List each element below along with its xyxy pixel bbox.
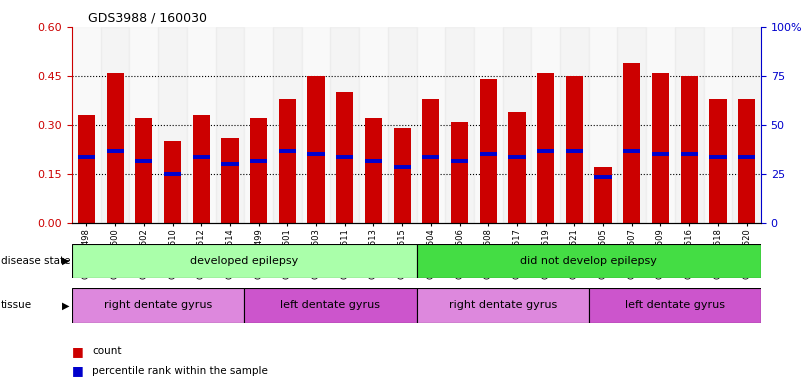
Bar <box>623 63 640 223</box>
Text: ■: ■ <box>72 364 84 377</box>
Bar <box>135 118 152 223</box>
Bar <box>250 159 268 163</box>
Bar <box>364 118 382 223</box>
Bar <box>589 288 761 323</box>
Bar <box>618 27 646 223</box>
Bar <box>107 149 123 153</box>
Text: ▶: ▶ <box>62 256 70 266</box>
Bar <box>738 99 755 223</box>
Bar <box>566 149 583 153</box>
Bar <box>709 99 727 223</box>
Text: right dentate gyrus: right dentate gyrus <box>104 300 212 310</box>
Bar <box>78 115 95 223</box>
Bar <box>503 27 531 223</box>
Bar <box>566 76 583 223</box>
Text: disease state: disease state <box>1 256 70 266</box>
Bar <box>417 27 445 223</box>
Bar <box>187 27 215 223</box>
Bar <box>451 159 468 163</box>
Bar <box>531 27 560 223</box>
Text: ■: ■ <box>72 345 84 358</box>
Bar <box>308 76 324 223</box>
Bar <box>623 149 640 153</box>
Text: GDS3988 / 160030: GDS3988 / 160030 <box>88 12 207 25</box>
Bar <box>480 152 497 156</box>
Bar <box>164 141 181 223</box>
Bar <box>221 162 239 166</box>
Bar <box>336 92 353 223</box>
Bar <box>107 73 123 223</box>
Bar <box>681 152 698 156</box>
Bar <box>589 27 618 223</box>
Bar <box>330 27 359 223</box>
Bar <box>509 156 525 159</box>
Bar <box>474 27 503 223</box>
Text: developed epilepsy: developed epilepsy <box>190 256 299 266</box>
Text: percentile rank within the sample: percentile rank within the sample <box>92 366 268 376</box>
Bar <box>308 152 324 156</box>
Bar <box>451 121 468 223</box>
Text: did not develop epilepsy: did not develop epilepsy <box>521 256 657 266</box>
Text: left dentate gyrus: left dentate gyrus <box>625 300 725 310</box>
Bar <box>244 27 273 223</box>
Bar <box>393 165 411 169</box>
Bar <box>422 99 440 223</box>
Bar <box>279 99 296 223</box>
Bar <box>158 27 187 223</box>
Bar <box>537 149 554 153</box>
Bar <box>164 172 181 176</box>
Bar <box>652 152 669 156</box>
Bar <box>279 149 296 153</box>
Text: left dentate gyrus: left dentate gyrus <box>280 300 380 310</box>
Text: ▶: ▶ <box>62 300 70 310</box>
Bar <box>480 79 497 223</box>
Bar <box>393 128 411 223</box>
Bar <box>192 115 210 223</box>
Bar <box>388 27 417 223</box>
Bar <box>130 27 158 223</box>
Bar <box>101 27 130 223</box>
Bar <box>537 73 554 223</box>
Bar <box>273 27 302 223</box>
Bar <box>738 156 755 159</box>
Bar <box>78 156 95 159</box>
Bar <box>709 156 727 159</box>
Bar <box>135 159 152 163</box>
Bar <box>652 73 669 223</box>
Bar <box>215 27 244 223</box>
Bar <box>221 138 239 223</box>
Bar <box>336 156 353 159</box>
Bar <box>302 27 330 223</box>
Bar <box>646 27 674 223</box>
Bar <box>364 159 382 163</box>
Bar <box>732 27 761 223</box>
Bar <box>72 27 101 223</box>
Bar <box>250 118 268 223</box>
Bar <box>594 175 612 179</box>
Bar <box>560 27 589 223</box>
Bar <box>703 27 732 223</box>
Bar <box>509 112 525 223</box>
Text: count: count <box>92 346 122 356</box>
Bar <box>422 156 440 159</box>
Bar <box>681 76 698 223</box>
Bar <box>244 288 417 323</box>
Bar <box>192 156 210 159</box>
Bar <box>417 244 761 278</box>
Bar <box>359 27 388 223</box>
Bar <box>674 27 703 223</box>
Text: right dentate gyrus: right dentate gyrus <box>449 300 557 310</box>
Bar <box>72 244 417 278</box>
Bar <box>594 167 612 223</box>
Bar <box>445 27 474 223</box>
Bar <box>417 288 589 323</box>
Bar <box>72 288 244 323</box>
Text: tissue: tissue <box>1 300 32 310</box>
